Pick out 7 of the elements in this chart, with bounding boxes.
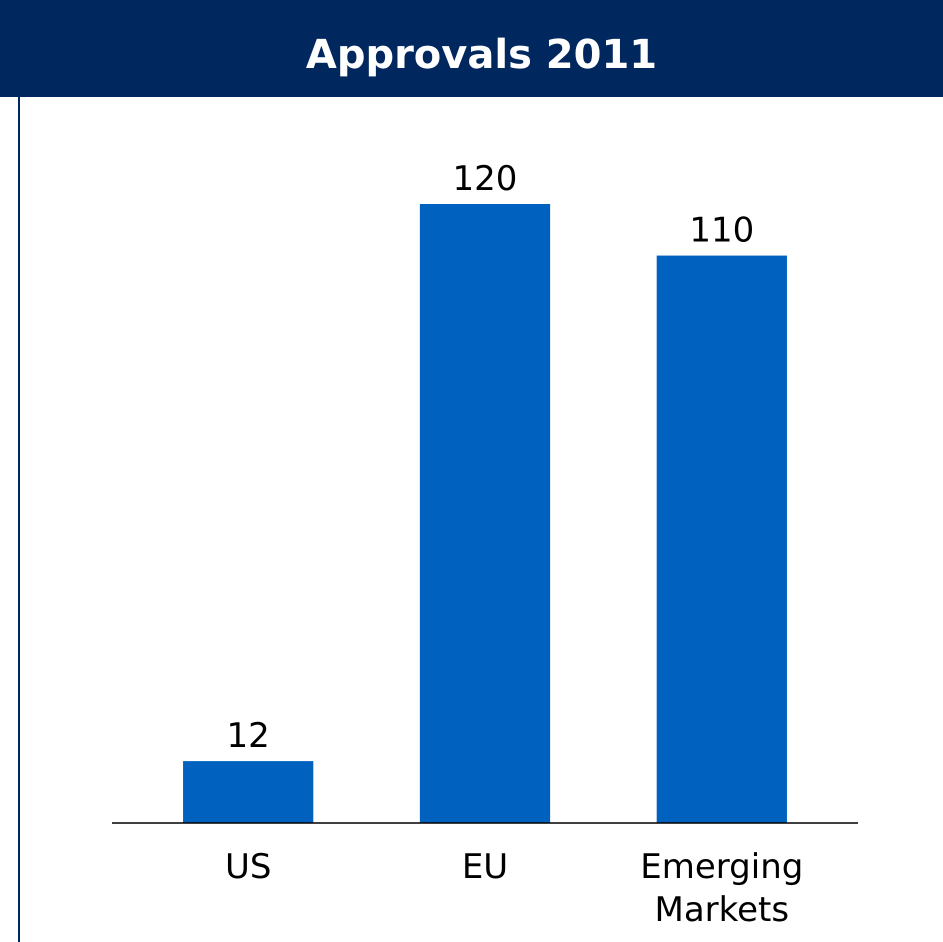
data-label: 110 [689, 210, 754, 251]
chart-title: Approvals 2011 [306, 32, 658, 78]
data-label: 120 [452, 159, 518, 199]
x-tick-label: Emerging Markets [640, 847, 804, 930]
x-tick-label: EU [462, 847, 508, 887]
x-tick-label: US [224, 847, 272, 887]
data-label: 12 [226, 716, 270, 756]
